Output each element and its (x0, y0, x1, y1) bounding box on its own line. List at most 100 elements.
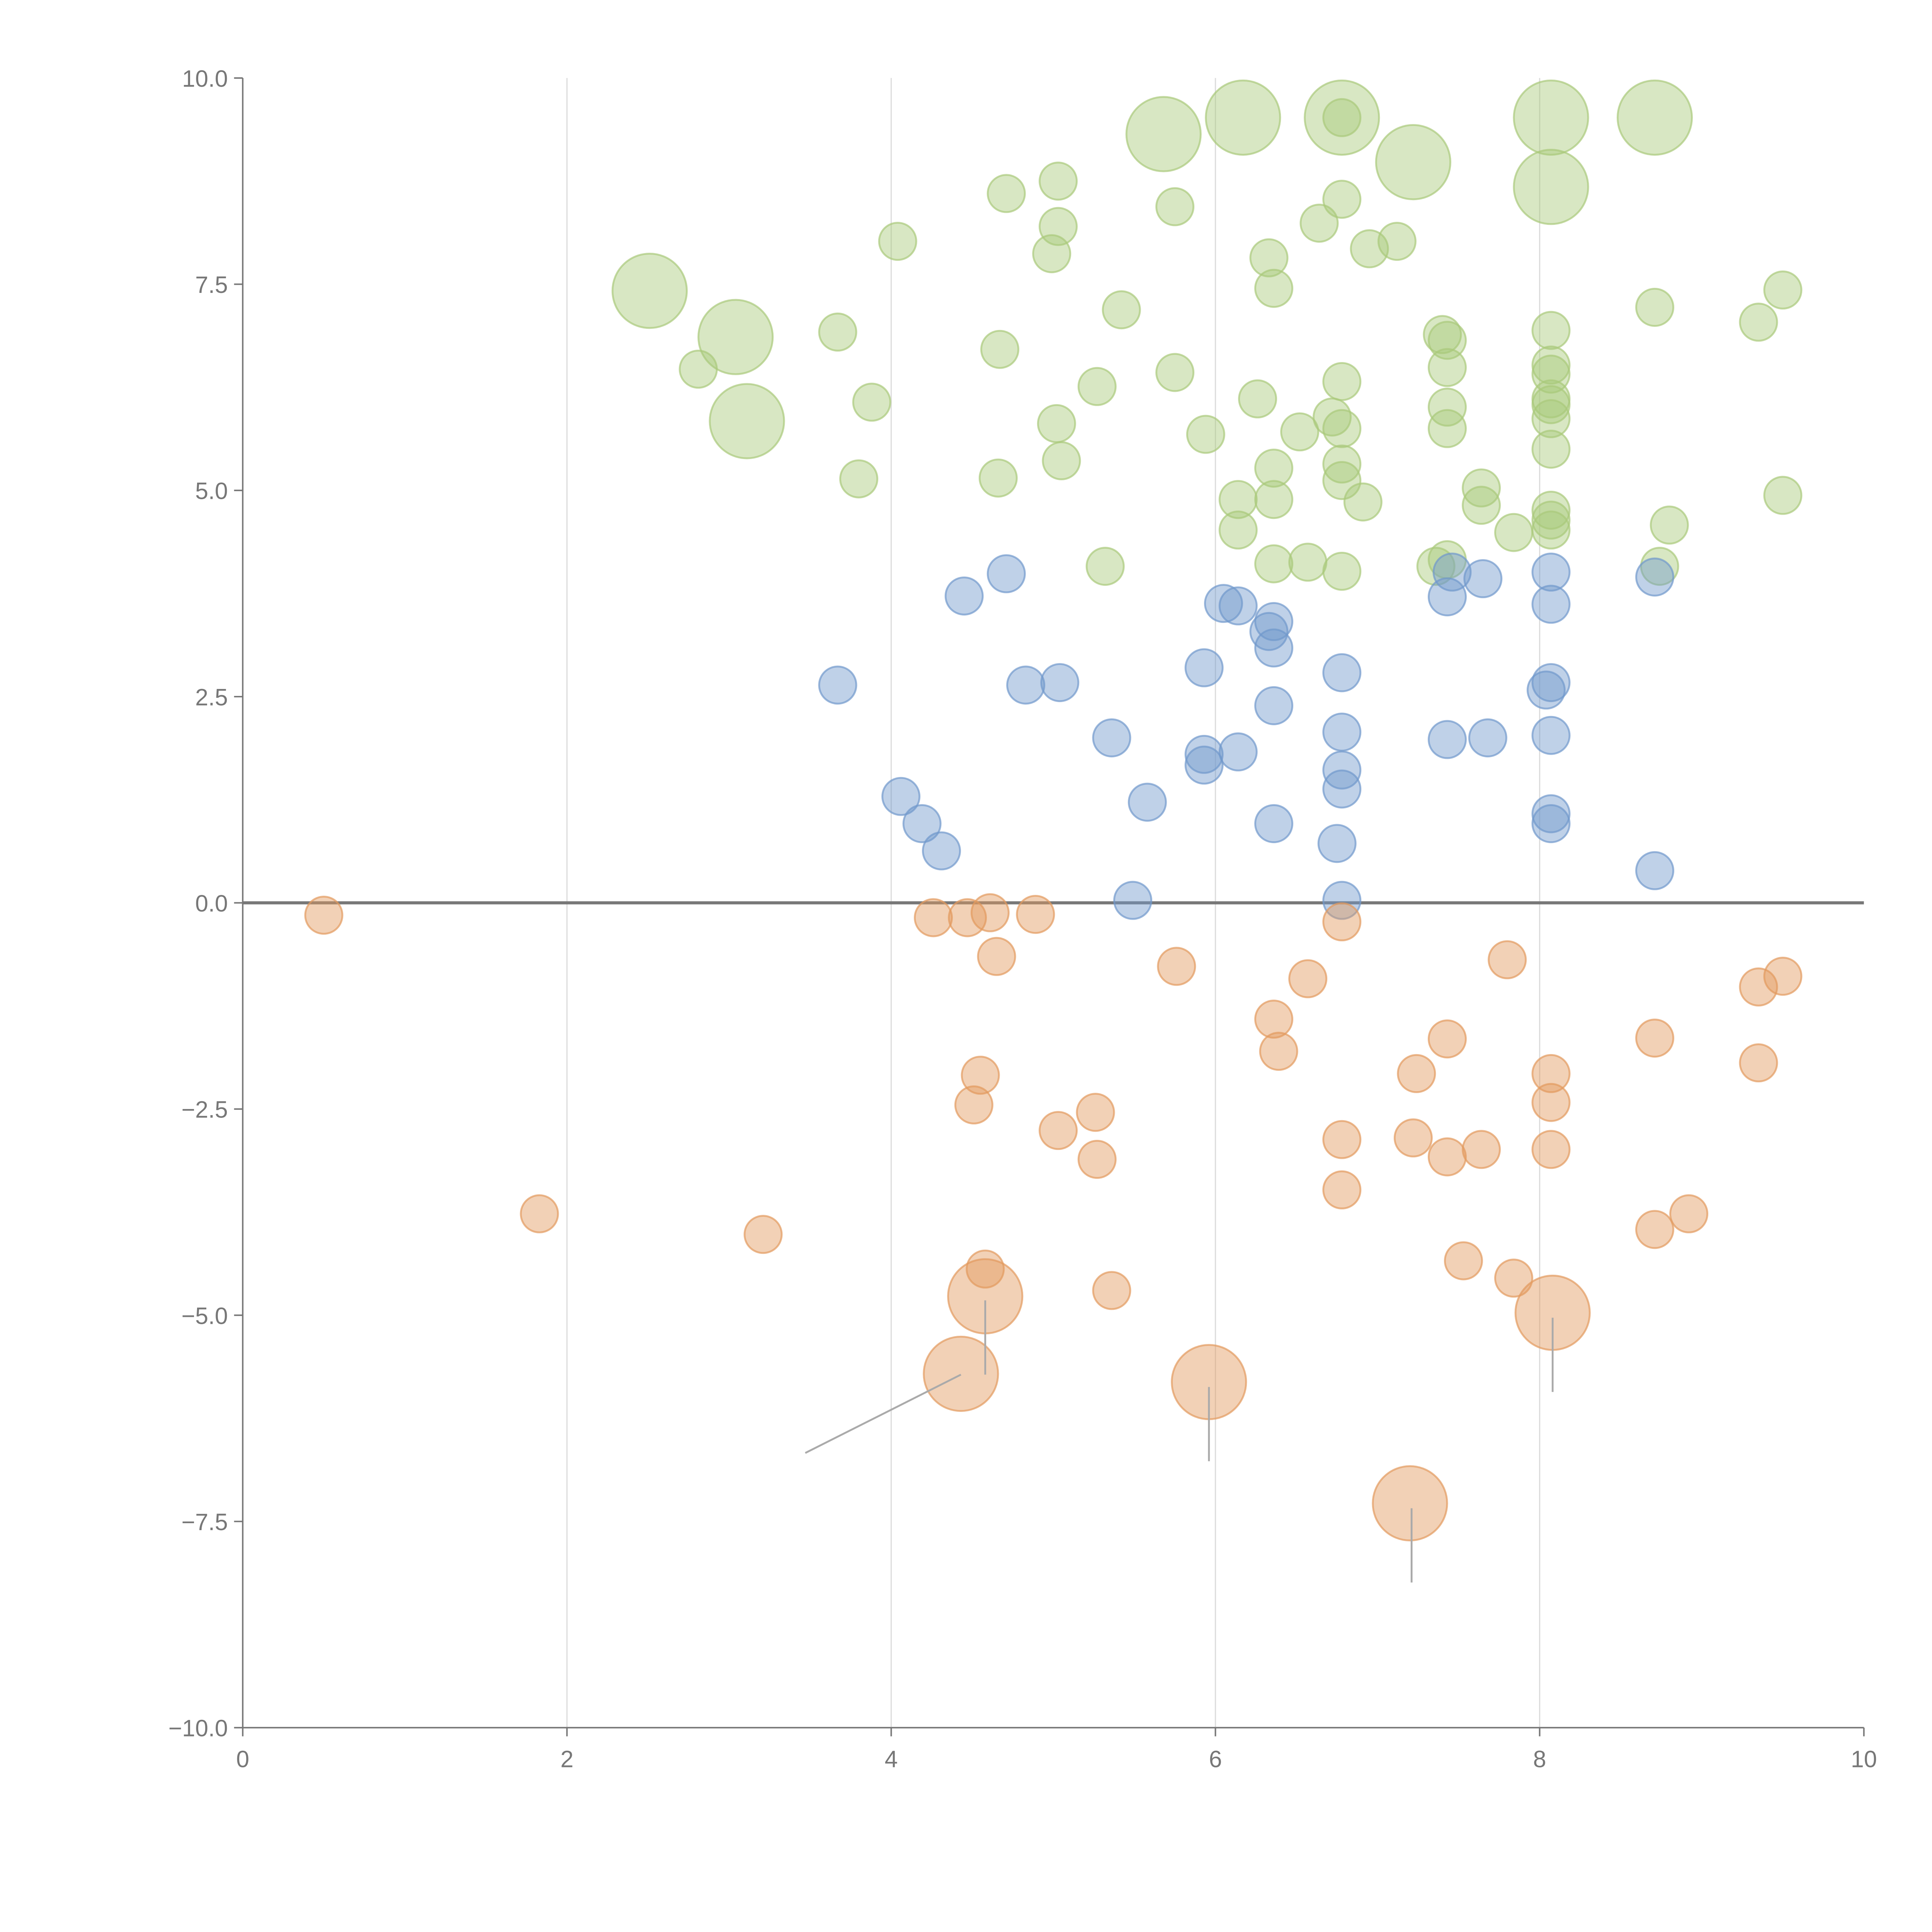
data-point (1032, 234, 1071, 274)
data-point (1322, 881, 1362, 920)
y-tick-label: 5.0 (195, 478, 228, 504)
data-point (1157, 947, 1196, 986)
data-point (1155, 187, 1195, 226)
data-point (1076, 1093, 1115, 1132)
data-point (1218, 480, 1258, 519)
data-point (978, 458, 1018, 498)
data-point (1423, 315, 1462, 354)
data-point (966, 1249, 1005, 1289)
x-tick-label: 0 (236, 1746, 249, 1772)
data-point (1635, 1019, 1674, 1058)
data-point (1427, 1019, 1467, 1059)
series-group (611, 79, 1803, 591)
data-point (878, 222, 917, 261)
data-point (1322, 1120, 1362, 1159)
data-point (1218, 586, 1258, 626)
large-data-point (1375, 124, 1451, 201)
large-data-point (611, 253, 688, 329)
data-point (1254, 686, 1294, 725)
y-tick-label: −10.0 (168, 1715, 228, 1742)
large-data-point (1616, 79, 1693, 156)
data-point (1184, 735, 1224, 774)
data-point (1397, 1054, 1436, 1093)
data-point (1531, 311, 1571, 350)
data-point (1322, 180, 1362, 219)
data-point (1254, 804, 1294, 844)
data-point (1322, 444, 1362, 484)
data-point (1254, 628, 1294, 668)
data-point (1531, 430, 1571, 469)
data-point (1427, 348, 1467, 387)
data-point (944, 576, 984, 616)
data-point (1238, 379, 1277, 418)
x-tick-label: 4 (884, 1746, 898, 1772)
data-point (839, 459, 878, 498)
data-point (1322, 1170, 1362, 1209)
data-point (1635, 851, 1674, 890)
x-tick-label: 8 (1533, 1746, 1546, 1772)
data-point (1531, 500, 1571, 540)
data-point (1322, 769, 1362, 809)
data-point (1288, 959, 1328, 998)
series-group (304, 893, 1803, 1542)
data-point (1254, 269, 1294, 308)
data-point (1092, 1271, 1131, 1310)
data-point (1635, 557, 1674, 597)
data-point (961, 1056, 1000, 1095)
data-point (1635, 1210, 1674, 1249)
data-point (1249, 612, 1289, 651)
data-point (1531, 794, 1571, 833)
data-point (1006, 665, 1046, 705)
data-point (1462, 1130, 1501, 1169)
data-point (1531, 1054, 1571, 1093)
data-point (986, 174, 1026, 213)
data-point (1322, 98, 1362, 137)
data-point (1204, 584, 1243, 623)
data-point (1102, 290, 1141, 330)
data-point (1155, 353, 1195, 392)
data-point (1531, 716, 1571, 755)
data-point (1416, 547, 1456, 586)
data-point (1254, 449, 1294, 488)
y-tick-label: −7.5 (182, 1509, 228, 1535)
data-point (1377, 222, 1417, 261)
data-point (1128, 782, 1167, 822)
data-point (1186, 415, 1225, 454)
large-data-point (923, 1335, 999, 1412)
x-tick-label: 2 (560, 1746, 573, 1772)
data-point (1427, 388, 1467, 427)
data-point (1635, 287, 1674, 327)
data-point (1322, 409, 1362, 448)
data-point (1739, 303, 1778, 342)
data-point (1113, 881, 1153, 920)
data-point (954, 1085, 993, 1124)
data-point (902, 804, 942, 844)
data-point (1739, 967, 1778, 1007)
y-tick-label: 7.5 (195, 272, 228, 298)
data-points (304, 79, 1803, 1542)
data-point (1322, 551, 1362, 591)
data-point (1650, 505, 1689, 545)
data-point (1462, 486, 1501, 525)
axes: 0 2 4 6 8 10 10.0 7.5 5.0 2.5 0.0 −2.5 −5.0 −7.5 −10.0 (168, 65, 1877, 1772)
data-point (1531, 399, 1571, 439)
data-point (1322, 362, 1362, 401)
data-point (1393, 1118, 1433, 1158)
data-point (1085, 547, 1125, 586)
data-point (1763, 476, 1803, 515)
large-data-point (709, 383, 785, 459)
data-point (1040, 663, 1080, 702)
data-point (1254, 1000, 1294, 1039)
y-tick-label: −5.0 (182, 1303, 228, 1329)
data-point (977, 937, 1016, 976)
data-point (1763, 270, 1803, 310)
x-tick-label: 6 (1209, 1746, 1222, 1772)
large-data-point (1125, 96, 1202, 172)
series-group (818, 553, 1674, 920)
data-point (1077, 1139, 1117, 1179)
y-tick-label: −2.5 (182, 1097, 228, 1123)
data-point (1531, 585, 1571, 624)
data-point (1184, 648, 1224, 687)
data-point (1288, 543, 1328, 582)
